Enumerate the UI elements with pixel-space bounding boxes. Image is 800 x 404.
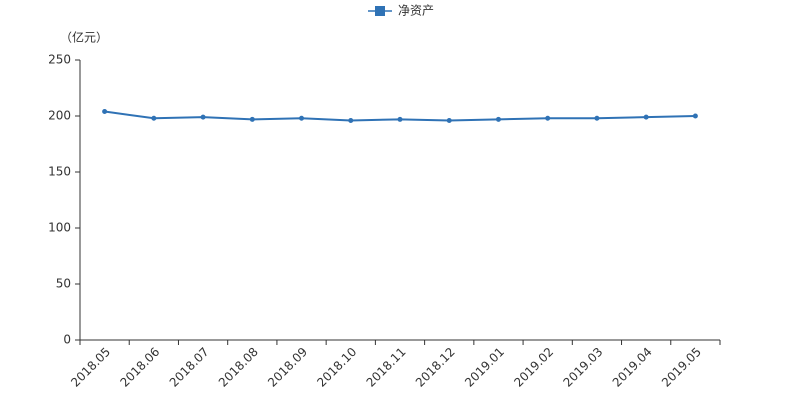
- x-tick-label: 2018.12: [413, 345, 458, 390]
- y-axis-unit: （亿元）: [60, 30, 108, 45]
- x-tick-label: 2019.02: [511, 345, 556, 390]
- y-tick-label: 250: [48, 53, 71, 67]
- x-tick-label: 2018.08: [216, 345, 261, 390]
- x-tick-label: 2019.03: [561, 345, 606, 390]
- data-point: [495, 116, 501, 122]
- legend-label: 净资产: [398, 4, 434, 18]
- data-point: [397, 116, 403, 122]
- y-tick-label: 50: [56, 277, 71, 291]
- data-point: [151, 115, 157, 121]
- data-point: [594, 115, 600, 121]
- y-tick-label: 200: [48, 109, 71, 123]
- data-point: [446, 117, 452, 123]
- data-point: [545, 115, 551, 121]
- x-tick-label: 2018.10: [314, 345, 359, 390]
- y-tick-label: 150: [48, 165, 71, 179]
- x-tick-label: 2018.05: [68, 345, 113, 390]
- y-tick-label: 100: [48, 221, 71, 235]
- legend-marker: [375, 6, 385, 16]
- data-point: [643, 114, 649, 120]
- x-tick-label: 2018.07: [167, 345, 212, 390]
- x-tick-label: 2018.06: [117, 345, 162, 390]
- data-point: [299, 115, 305, 121]
- data-point: [102, 109, 108, 115]
- x-tick-label: 2018.09: [265, 345, 310, 390]
- data-point: [200, 114, 206, 120]
- x-tick-label: 2019.04: [610, 345, 655, 390]
- x-tick-label: 2019.05: [659, 345, 704, 390]
- x-tick-label: 2018.11: [364, 345, 409, 390]
- x-tick-label: 2019.01: [462, 345, 507, 390]
- data-point: [348, 117, 354, 123]
- data-point: [692, 113, 698, 119]
- data-point: [249, 116, 255, 122]
- y-tick-label: 0: [63, 333, 71, 347]
